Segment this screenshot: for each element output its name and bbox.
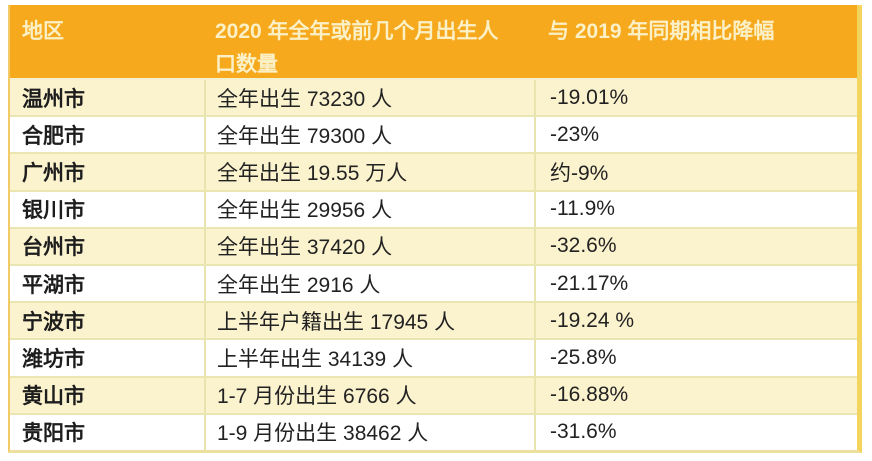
births-cell: 全年出生 2916 人 [204,265,534,302]
change-cell: -21.17% [534,265,846,302]
region-cell: 黄山市 [22,385,85,409]
region-cell: 平湖市 [22,273,85,297]
region-cell: 合肥市 [22,124,85,148]
header-change: 与 2019 年同期相比降幅 [548,20,775,43]
change-cell: -19.24 % [534,303,846,339]
region-cell: 温州市 [22,87,85,111]
change-cell: -31.6% [534,414,846,450]
region-cell: 广州市 [22,161,85,185]
table-row: 贵阳市 1-9 月份出生 38462 人 -31.6% [10,412,857,450]
births-cell: 1-9 月份出生 38462 人 [204,414,534,450]
table-row: 平湖市 全年出生 2916 人 -21.17% [10,263,857,302]
table-row: 黄山市 1-7 月份出生 6766 人 -16.88% [10,375,857,413]
birth-stats-table: 地区 2020 年全年或前几个月出生人口数量 与 2019 年同期相比降幅 温州… [8,5,862,453]
table-row: 合肥市 全年出生 79300 人 -23% [10,115,857,153]
table-header-row: 地区 2020 年全年或前几个月出生人口数量 与 2019 年同期相比降幅 [10,5,857,78]
header-births: 2020 年全年或前几个月出生人口数量 [215,20,499,76]
region-cell: 银川市 [22,199,85,223]
region-cell: 宁波市 [22,310,85,334]
table-body: 温州市 全年出生 73230 人 -19.01% 合肥市 全年出生 79300 … [10,78,857,450]
births-cell: 全年出生 79300 人 [204,117,534,153]
table-row: 广州市 全年出生 19.55 万人 约-9% [10,152,857,190]
births-cell: 上半年户籍出生 17945 人 [204,303,534,339]
change-cell: -16.88% [534,377,846,413]
region-cell: 贵阳市 [22,422,85,446]
change-cell: -25.8% [534,340,846,376]
change-cell: -11.9% [534,191,846,227]
births-cell: 1-7 月份出生 6766 人 [204,377,534,413]
births-cell: 上半年出生 34139 人 [204,340,534,376]
table-row: 温州市 全年出生 73230 人 -19.01% [10,78,857,116]
change-cell: -32.6% [534,228,846,264]
region-cell: 台州市 [22,236,85,260]
change-cell: 约-9% [534,154,846,190]
header-region: 地区 [22,20,64,43]
region-cell: 潍坊市 [22,347,85,371]
table-row: 宁波市 上半年户籍出生 17945 人 -19.24 % [10,301,857,339]
change-cell: -19.01% [534,80,846,116]
births-cell: 全年出生 73230 人 [204,80,534,116]
births-cell: 全年出生 37420 人 [204,228,534,264]
table-row: 潍坊市 上半年出生 34139 人 -25.8% [10,338,857,376]
table-row: 银川市 全年出生 29956 人 -11.9% [10,189,857,227]
births-cell: 全年出生 29956 人 [204,191,534,227]
change-cell: -23% [534,117,846,153]
table-row: 台州市 全年出生 37420 人 -32.6% [10,226,857,264]
births-cell: 全年出生 19.55 万人 [204,154,534,190]
